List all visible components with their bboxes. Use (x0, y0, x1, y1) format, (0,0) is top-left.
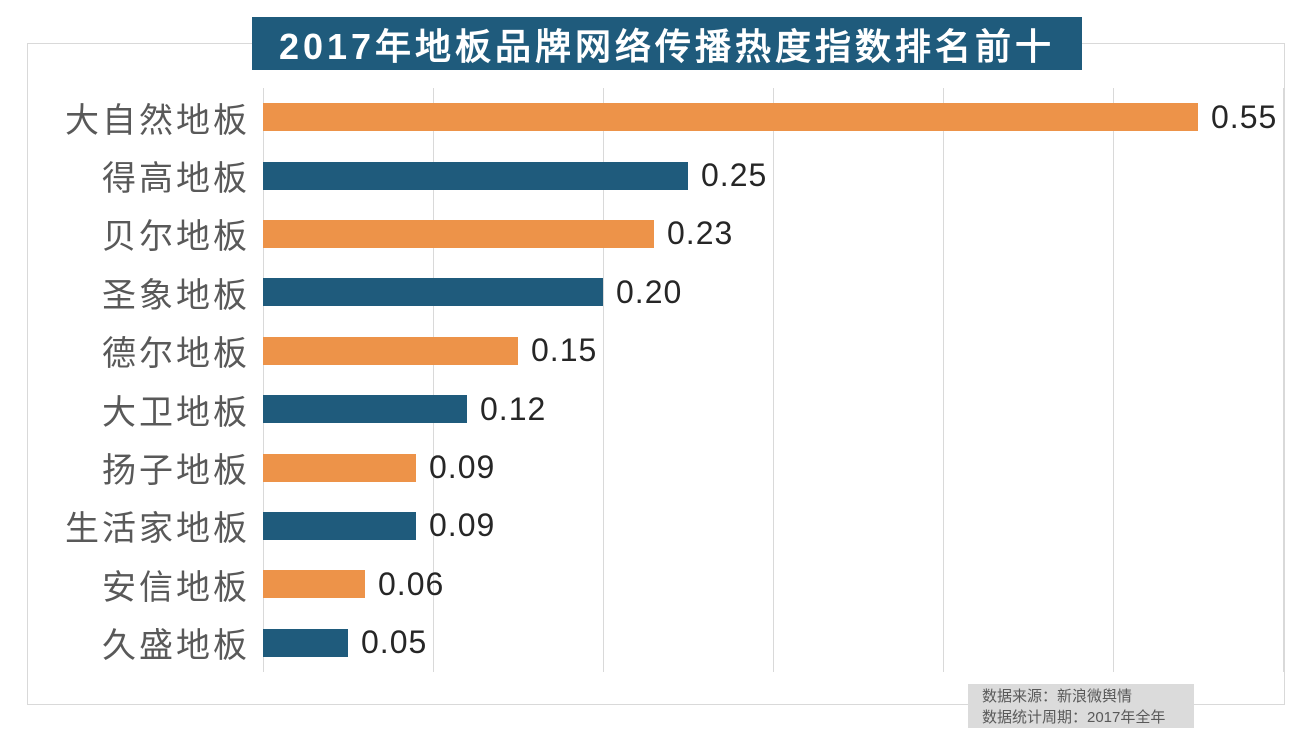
source-note: 数据来源：新浪微舆情 数据统计周期：2017年全年 (968, 684, 1194, 728)
value-label: 0.06 (378, 565, 445, 602)
chart-title: 2017年地板品牌网络传播热度指数排名前十 (252, 17, 1082, 70)
period-line: 数据统计周期：2017年全年 (982, 709, 1166, 726)
source-line: 数据来源：新浪微舆情 (982, 688, 1133, 705)
gridline (773, 88, 774, 672)
category-label: 德尔地板 (102, 335, 250, 374)
bar (263, 628, 348, 657)
bar (263, 395, 467, 424)
bar (263, 103, 1198, 132)
value-label: 0.09 (429, 507, 496, 544)
plot-area: 0.55 0.25 0.23 0.20 0.15 0.12 0.09 0.09 0.06 0.05 (263, 88, 1284, 672)
category-label: 扬子地板 (102, 452, 250, 491)
value-label: 0.15 (531, 332, 598, 369)
category-label: 安信地板 (102, 568, 250, 607)
category-label: 久盛地板 (102, 627, 250, 666)
bar (263, 570, 365, 599)
gridline (1283, 88, 1284, 672)
value-label: 0.55 (1211, 98, 1278, 135)
value-label: 0.05 (361, 624, 428, 661)
gridline (603, 88, 604, 672)
category-label: 大自然地板 (65, 101, 250, 140)
value-label: 0.09 (429, 449, 496, 486)
bar (263, 278, 603, 307)
value-label: 0.23 (667, 215, 734, 252)
category-label: 得高地板 (102, 160, 250, 199)
bar (263, 512, 416, 540)
category-axis: 大自然地板得高地板贝尔地板圣象地板德尔地板大卫地板扬子地板生活家地板安信地板久盛… (28, 88, 250, 672)
category-label: 生活家地板 (65, 510, 250, 549)
bar (263, 220, 654, 248)
bar (263, 161, 688, 190)
bar (263, 453, 416, 482)
category-label: 贝尔地板 (102, 218, 250, 257)
gridline (263, 88, 264, 672)
gridline (1113, 88, 1114, 672)
value-label: 0.25 (701, 157, 768, 194)
value-label: 0.12 (480, 390, 547, 427)
bar (263, 336, 518, 365)
gridline (433, 88, 434, 672)
gridline (943, 88, 944, 672)
category-label: 圣象地板 (102, 276, 250, 315)
value-label: 0.20 (616, 273, 683, 310)
category-label: 大卫地板 (102, 393, 250, 432)
